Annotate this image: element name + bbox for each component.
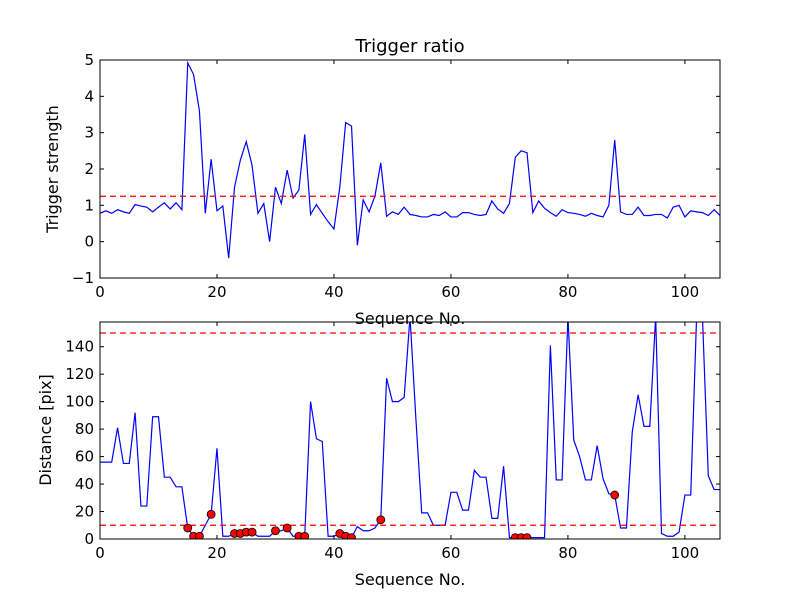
bottom-axes-frame [99,321,721,540]
y-tick-label: 140 [65,338,94,356]
data-line [100,322,720,539]
y-tick-label: 120 [65,365,94,383]
outlier-marker [247,527,257,537]
chart-title: Trigger ratio [354,36,464,57]
outlier-marker [195,531,204,539]
y-tick-label: 0 [84,233,94,251]
top-x-ticks: 0 20 40 60 80 100 [95,60,699,301]
x-tick-label: 20 [207,544,226,562]
y-tick-label: 2 [84,160,94,178]
y-tick-label: 40 [75,475,94,493]
outlier-marker [300,531,310,539]
bottom-y-axis-label: Distance [pix] [36,374,55,486]
outlier-marker [610,490,620,500]
outlier-marker [282,523,292,533]
y-tick-label: 4 [84,87,94,105]
y-tick-label: 1 [84,196,94,214]
y-tick-label: 100 [65,393,94,411]
y-tick-label: −1 [72,269,94,287]
y-tick-label: 20 [75,503,94,521]
trigger-ratio-plot-area [100,60,720,259]
x-tick-label: 80 [558,544,577,562]
distance-plot-area [100,322,720,539]
x-tick-label: 60 [441,544,460,562]
y-tick-label: 0 [84,530,94,548]
plot-clip-group [100,322,720,539]
x-tick-label: 0 [95,544,105,562]
outlier-marker [522,533,532,539]
x-tick-label: 40 [324,283,343,301]
bottom-x-ticks: 0 20 40 60 80 100 [95,322,699,562]
x-tick-label: 60 [441,283,460,301]
outlier-marker [271,526,280,536]
bottom-x-axis-label: Sequence No. [355,570,466,589]
data-line [100,60,720,259]
x-tick-label: 80 [558,283,577,301]
distance-panel: 0 20 40 60 80 100 0 20 40 60 80 100 120 140 Sequence… [36,321,721,589]
x-tick-label: 20 [207,283,226,301]
bottom-y-ticks: 0 20 40 60 80 100 120 140 [65,338,720,548]
top-axes-frame [99,59,721,279]
y-tick-label: 60 [75,448,94,466]
top-x-axis-label: Sequence No. [355,309,466,328]
outlier-marker [376,515,386,525]
y-tick-label: 5 [84,51,94,69]
y-tick-label: 3 [84,124,94,142]
x-tick-label: 100 [671,544,700,562]
x-tick-label: 40 [324,544,343,562]
outlier-marker [347,533,356,539]
y-tick-label: 80 [75,420,94,438]
x-tick-label: 0 [95,283,105,301]
top-y-axis-label: Trigger strength [43,105,62,234]
x-tick-label: 100 [671,283,700,301]
plot-clip-group [100,60,720,259]
outlier-marker [183,523,193,533]
top-y-ticks: −1 0 1 2 3 4 5 [72,51,720,287]
outlier-marker [206,509,216,519]
